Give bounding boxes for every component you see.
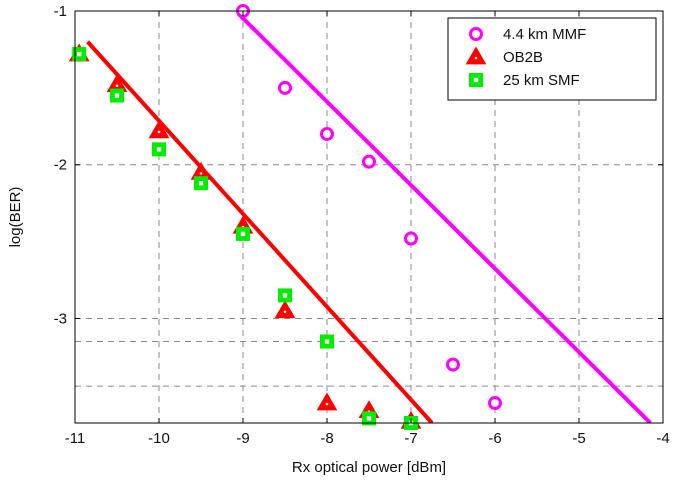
fit-line (86, 40, 434, 423)
x-tick-label: -9 (236, 430, 249, 447)
data-point-dot (156, 147, 162, 152)
legend-marker (465, 46, 487, 65)
data-point-dot (283, 310, 287, 314)
data-point (404, 231, 418, 246)
y-axis-label: log(BER) (7, 187, 24, 248)
legend-label: 4.4 km MMF (503, 26, 586, 43)
legend-label: OB2B (503, 49, 543, 66)
x-tick-label: -6 (488, 430, 501, 447)
x-tick-label: -4 (656, 430, 669, 447)
legend-marker-dot (473, 77, 479, 83)
data-point (148, 120, 170, 139)
data-point-dot (324, 339, 330, 344)
data-point-dot (366, 416, 372, 421)
data-point (274, 300, 296, 319)
data-point (488, 396, 502, 411)
x-axis-ticks: -11 -10 -9 -8 -7 -6 -5 -4 (65, 11, 670, 447)
x-tick-label: -7 (404, 430, 417, 447)
data-point-dot (199, 172, 203, 175)
y-tick-label: -2 (54, 157, 67, 174)
legend-label: 25 km SMF (503, 72, 580, 89)
data-point (362, 154, 376, 169)
y-tick-label: -1 (54, 3, 67, 20)
data-point-dot (198, 180, 204, 186)
y-axis-ticks: -1 -2 -3 (54, 3, 663, 327)
data-point (446, 357, 460, 372)
x-tick-label: -5 (572, 430, 585, 447)
legend-marker-dot (474, 56, 478, 60)
data-point-dot (157, 130, 161, 134)
x-axis-label: Rx optical power [dBm] (292, 459, 446, 476)
data-point (316, 392, 338, 411)
legend-marker (469, 27, 483, 41)
data-point-dot (115, 84, 119, 88)
data-point-dot (240, 231, 246, 237)
data-point-dot (282, 293, 288, 298)
plot-frame (74, 10, 664, 424)
data-point (320, 126, 334, 141)
x-tick-label: -8 (320, 430, 333, 447)
fit-lines (86, 12, 652, 423)
data-point-dot (114, 93, 120, 98)
x-tick-label: -11 (65, 430, 86, 447)
data-point (278, 80, 292, 95)
data-point-dot (77, 51, 82, 57)
y-tick-label: -3 (54, 310, 67, 327)
fit-line (237, 12, 652, 423)
x-tick-label: -10 (148, 430, 170, 447)
data-point-dot (325, 402, 329, 406)
legend: 4.4 km MMF OB2B 25 km SMF (447, 17, 657, 101)
